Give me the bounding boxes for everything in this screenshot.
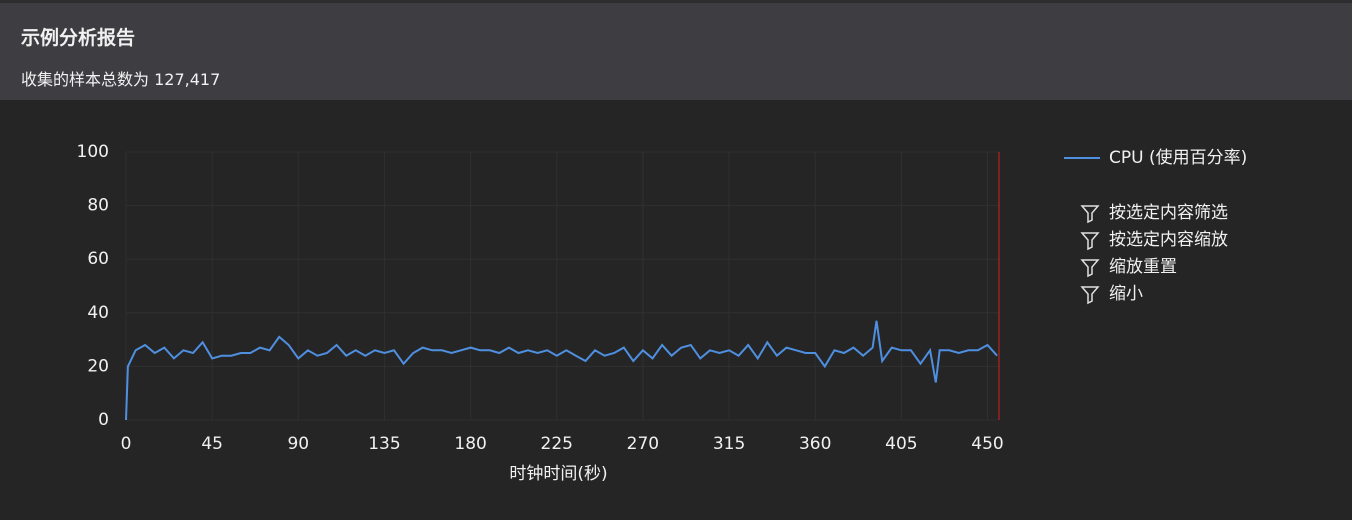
x-tick-label: 225 bbox=[541, 434, 573, 454]
funnel-icon bbox=[1080, 286, 1100, 305]
menu-item[interactable]: 缩小 bbox=[1109, 284, 1143, 304]
x-tick-label: 180 bbox=[454, 434, 486, 454]
x-tick-label: 450 bbox=[971, 434, 1003, 454]
funnel-icon bbox=[1080, 232, 1100, 251]
legend-label: CPU (使用百分率) bbox=[1109, 147, 1247, 168]
x-tick-label: 45 bbox=[201, 434, 223, 454]
x-tick-label: 0 bbox=[121, 434, 132, 454]
y-tick-label: 80 bbox=[87, 196, 109, 216]
x-tick-label: 315 bbox=[713, 434, 745, 454]
menu-item[interactable]: 按选定内容缩放 bbox=[1109, 230, 1228, 250]
y-tick-label: 40 bbox=[87, 303, 109, 323]
sample-count: 收集的样本总数为 127,417 bbox=[21, 70, 221, 89]
x-tick-label: 405 bbox=[885, 434, 917, 454]
funnel-icon bbox=[1080, 205, 1100, 224]
y-tick-label: 100 bbox=[77, 142, 109, 162]
x-axis-label: 时钟时间(秒) bbox=[509, 464, 607, 484]
menu-item[interactable]: 按选定内容筛选 bbox=[1109, 203, 1228, 223]
cpu-line bbox=[125, 320, 998, 421]
x-tick-label: 90 bbox=[287, 434, 309, 454]
menu-item[interactable]: 缩放重置 bbox=[1109, 257, 1177, 277]
y-tick-label: 0 bbox=[98, 410, 109, 430]
funnel-icon bbox=[1080, 259, 1100, 278]
x-tick-label: 270 bbox=[627, 434, 659, 454]
x-tick-label: 360 bbox=[799, 434, 831, 454]
x-tick-label: 135 bbox=[368, 434, 400, 454]
y-tick-label: 60 bbox=[87, 249, 109, 269]
report-title: 示例分析报告 bbox=[21, 27, 136, 49]
y-tick-label: 20 bbox=[87, 356, 109, 376]
header: 示例分析报告 收集的样本总数为 127,417 bbox=[0, 0, 1352, 100]
